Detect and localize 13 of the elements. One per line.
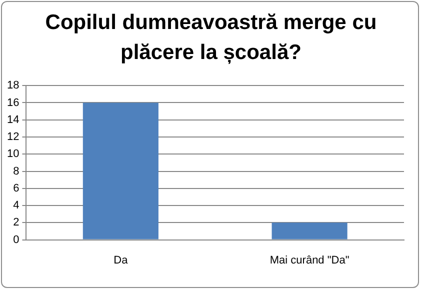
y-tick-label: 6 (13, 182, 20, 194)
y-tick-label: 8 (13, 165, 20, 178)
x-tick-label: Mai curând "Da" (270, 254, 350, 266)
y-tick-label: 14 (6, 114, 20, 126)
x-tick-label: Da (114, 254, 129, 266)
chart-title: Copilul dumneavoastră merge cu plăcere la școală? (44, 10, 378, 66)
y-tick-label: 0 (13, 234, 20, 246)
y-tick-label: 18 (6, 80, 20, 92)
y-tick-label: 16 (6, 96, 20, 109)
y-tick-label: 4 (13, 200, 20, 212)
y-tick-label: 12 (6, 131, 20, 144)
y-tick-label: 2 (13, 216, 20, 229)
y-tick-label: 10 (6, 148, 20, 160)
